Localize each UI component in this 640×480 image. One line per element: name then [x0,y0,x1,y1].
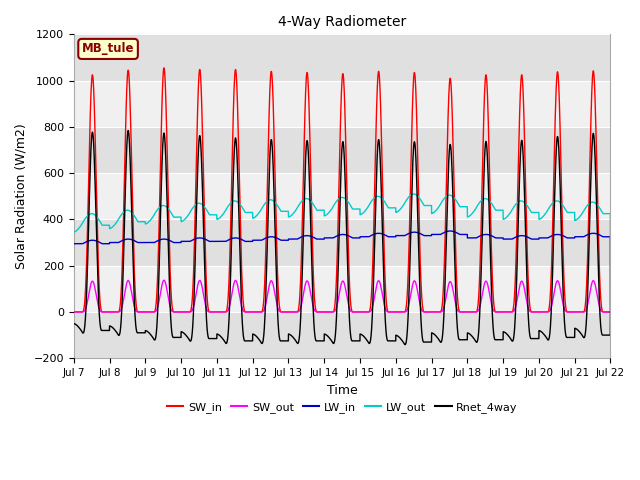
LW_out [322,212,330,218]
LW_out [493,207,500,213]
Y-axis label: Solar Radiation (W/m2): Solar Radiation (W/m2) [15,123,28,269]
LW_out [433,207,440,213]
SW_out [493,309,500,315]
Rnet_4way [463,337,470,343]
Line: SW_out: SW_out [74,280,611,312]
Rnet_4way [124,128,132,133]
LW_out [166,208,174,214]
SW_in [607,309,614,315]
Line: LW_in: LW_in [74,231,611,312]
Rnet_4way [606,332,614,338]
Legend: SW_in, SW_out, LW_in, LW_out, Rnet_4way: SW_in, SW_out, LW_in, LW_out, Rnet_4way [162,397,522,418]
LW_in [433,231,440,237]
LW_in [166,238,174,243]
Line: LW_out: LW_out [74,194,611,312]
LW_out [410,191,417,197]
SW_in [166,274,174,279]
Bar [74,173,611,219]
Rnet_4way [322,332,330,337]
Bar [74,219,611,266]
LW_in [493,235,500,241]
SW_in [493,309,500,315]
Bar [74,35,611,81]
Bar [74,127,611,173]
Title: 4-Way Radiometer: 4-Way Radiometer [278,15,406,29]
LW_out [70,229,77,235]
SW_out [70,309,77,315]
SW_in [322,309,330,315]
SW_in [433,309,440,315]
Rnet_4way [433,334,440,340]
SW_out [463,309,470,315]
SW_out [160,277,168,283]
LW_in [606,234,614,240]
Bar [74,266,611,312]
LW_in [607,309,614,315]
SW_out [607,309,614,315]
Line: Rnet_4way: Rnet_4way [74,131,611,345]
SW_out [606,309,614,315]
LW_out [607,309,614,315]
LW_in [446,228,454,234]
SW_out [433,309,440,315]
LW_out [463,204,470,210]
LW_in [70,241,77,247]
Line: SW_in: SW_in [74,68,611,312]
Bar [74,312,611,358]
LW_in [322,235,330,241]
Rnet_4way [70,321,77,326]
SW_in [70,309,77,315]
SW_in [463,309,470,315]
Text: MB_tule: MB_tule [82,42,134,55]
LW_out [606,211,614,216]
Rnet_4way [607,309,614,315]
X-axis label: Time: Time [327,384,358,396]
SW_out [322,309,330,315]
Bar [74,81,611,127]
SW_out [166,304,174,310]
Rnet_4way [166,308,174,313]
Rnet_4way [401,342,409,348]
SW_in [160,65,168,71]
Rnet_4way [493,337,500,343]
SW_in [606,309,614,315]
LW_in [463,231,470,237]
